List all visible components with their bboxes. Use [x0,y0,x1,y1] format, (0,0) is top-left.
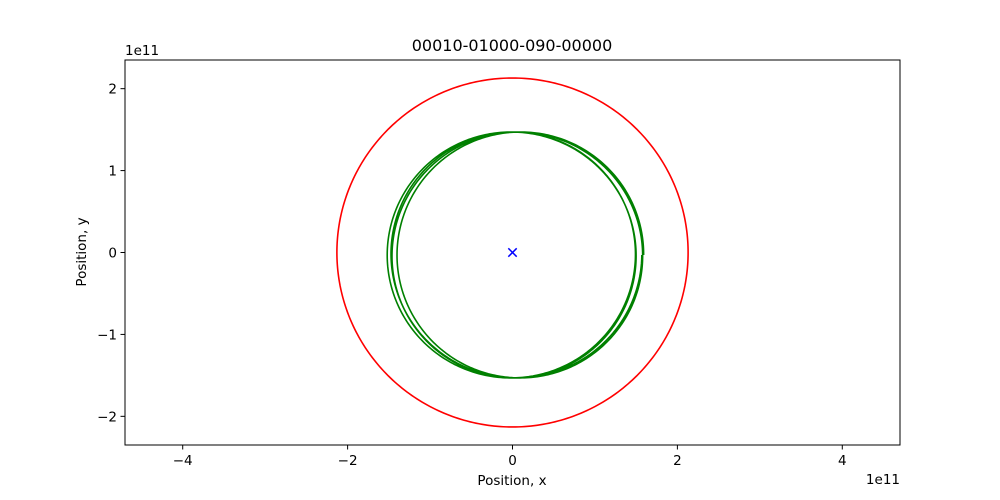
center-marker [507,247,518,258]
orbit-series-1 [386,131,645,379]
x-tick-label: 4 [838,453,847,469]
x-tick-label: 0 [508,453,517,469]
chart-title: 00010-01000-090-00000 [412,36,613,55]
y-tick-label: 2 [108,82,117,98]
x-tick-label: −2 [338,453,358,469]
y-tick-label: −1 [97,327,117,343]
x-axis-ticks: −4 −2 0 2 4 [173,445,847,469]
y-axis-ticks: −2 −1 0 1 2 [97,82,125,425]
orbit-series-0 [336,77,689,428]
y-axis-label: Position, y [74,217,90,286]
series-layer [336,77,689,428]
y-tick-label: 0 [108,246,117,262]
y-tick-label: −2 [97,409,117,425]
x-axis-label: Position, x [477,473,546,489]
x-axis-offset-label: 1e11 [866,472,900,488]
x-tick-label: 2 [673,453,682,469]
y-tick-label: 1 [108,164,117,180]
x-tick-label: −4 [173,453,193,469]
y-axis-offset-label: 1e11 [125,43,159,59]
